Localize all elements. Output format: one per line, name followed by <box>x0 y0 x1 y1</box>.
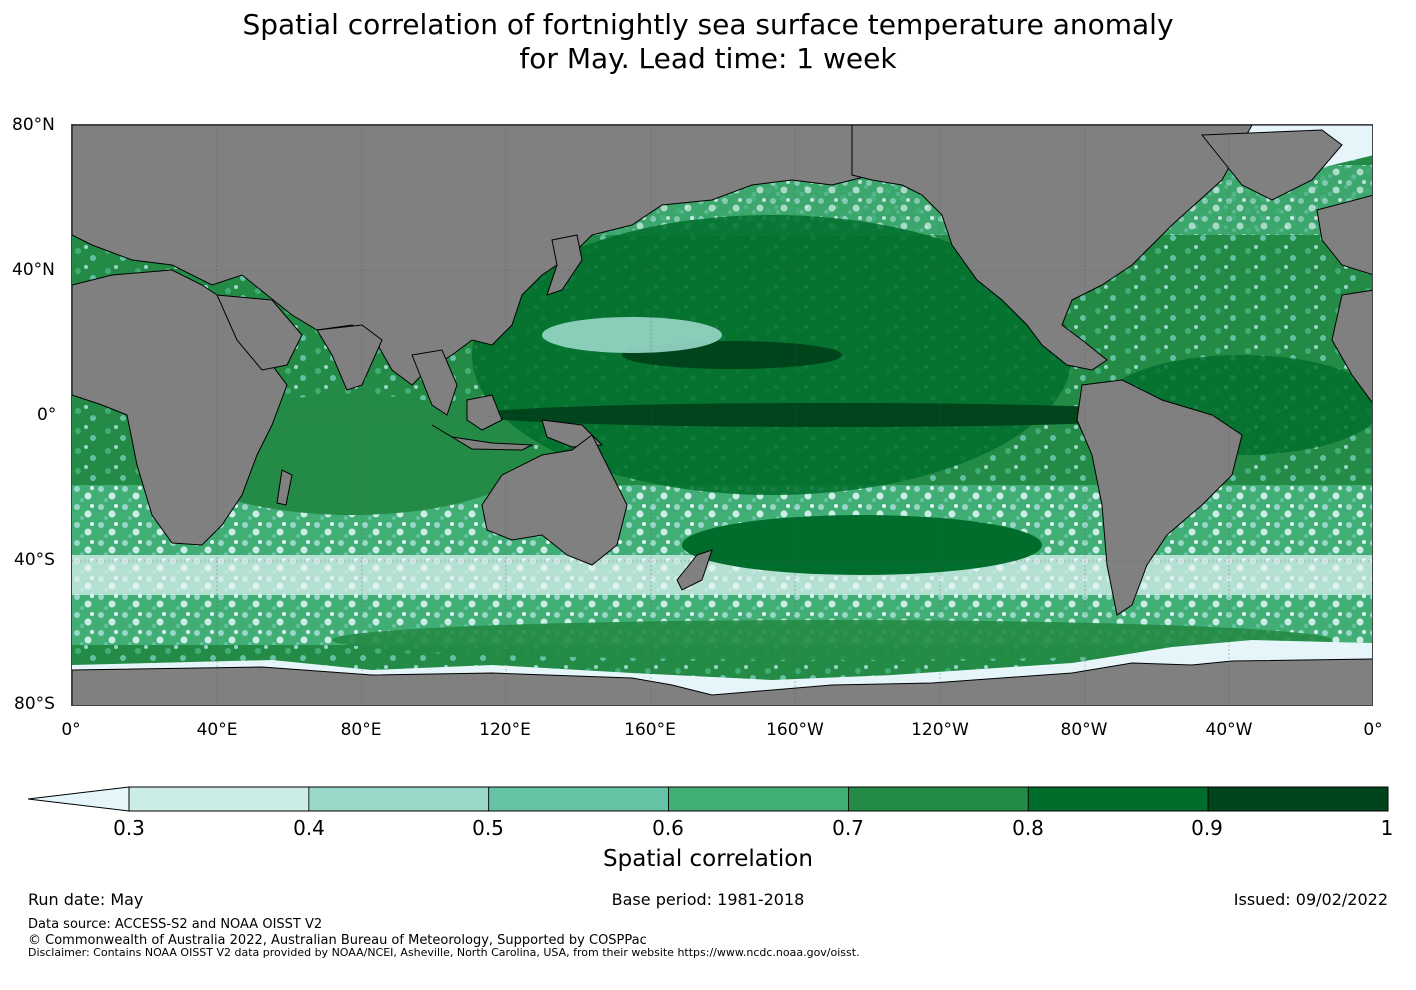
colorbar-segment-5 <box>1027 786 1209 812</box>
data-source: Data source: ACCESS-S2 and NOAA OISST V2 <box>28 917 323 932</box>
lon-label-160e: 160°E <box>624 720 676 740</box>
south-america <box>1076 379 1243 616</box>
correlation-map <box>71 124 1373 706</box>
colorbar-segment-2 <box>488 786 669 812</box>
arabia <box>216 294 303 371</box>
colorbar-label: Spatial correlation <box>603 846 813 872</box>
low-corr-streak <box>542 317 722 353</box>
run-date: Run date: May <box>28 890 144 909</box>
greenland <box>1200 129 1343 201</box>
australia <box>481 434 628 566</box>
southern-ocean-band <box>332 620 1332 660</box>
north-america <box>851 125 1372 371</box>
lon-label-40e: 40°E <box>196 720 238 740</box>
chart-title-line1: Spatial correlation of fortnightly sea s… <box>242 8 1174 41</box>
lon-label-0-left: 0° <box>61 720 81 740</box>
base-period: Base period: 1981-2018 <box>611 890 805 909</box>
continents <box>72 125 1372 616</box>
madagascar <box>276 469 293 506</box>
lat-label-0: 0° <box>37 405 57 425</box>
copyright: © Commonwealth of Australia 2022, Austra… <box>28 933 647 948</box>
map-svg <box>72 125 1372 705</box>
lon-label-120w: 120°W <box>911 720 969 740</box>
lat-label-80s: 80°S <box>14 694 55 714</box>
colorbar-tick-0.8: 0.8 <box>1012 816 1044 840</box>
chart-title-line2: for May. Lead time: 1 week <box>519 42 897 75</box>
borneo <box>466 394 503 431</box>
lon-label-80w: 80°W <box>1060 720 1108 740</box>
issued-date: Issued: 09/02/2022 <box>1233 890 1388 909</box>
lon-label-40w: 40°W <box>1205 720 1253 740</box>
colorbar-segment-1 <box>308 786 490 812</box>
colorbar-tick-0.6: 0.6 <box>652 816 684 840</box>
indonesia-islands <box>431 424 534 451</box>
colorbar-segment-6 <box>1207 786 1389 812</box>
lon-label-80e: 80°E <box>340 720 382 740</box>
indochina <box>411 349 458 416</box>
colorbar-extend-triangle <box>28 786 130 812</box>
colorbar-tick-0.5: 0.5 <box>472 816 504 840</box>
africa <box>72 269 288 546</box>
new-zealand <box>676 549 713 591</box>
lat-label-40n: 40°N <box>12 260 55 280</box>
disclaimer: Disclaimer: Contains NOAA OISST V2 data … <box>28 946 860 959</box>
gridlines <box>72 125 1372 705</box>
west-africa-edge <box>1331 289 1372 404</box>
colorbar-segment-3 <box>668 786 849 812</box>
colorbar-tick-0.4: 0.4 <box>293 816 325 840</box>
equatorial-peak-band <box>472 403 1192 427</box>
eurasia <box>72 125 1372 386</box>
colorbar-tick-0.3: 0.3 <box>113 816 145 840</box>
lat-label-40s: 40°S <box>14 550 55 570</box>
lon-label-0-right: 0° <box>1363 720 1383 740</box>
colorbar-tick-0.9: 0.9 <box>1191 816 1223 840</box>
antarctica-land <box>72 658 1372 705</box>
lon-label-120e: 120°E <box>479 720 531 740</box>
colorbar-tick-1: 1 <box>1380 816 1394 840</box>
south-pacific-high <box>682 515 1042 575</box>
colorbar-segment-0 <box>128 786 310 812</box>
japan <box>546 234 583 296</box>
colorbar-segment-4 <box>848 786 1029 812</box>
colorbar-tick-0.7: 0.7 <box>832 816 864 840</box>
lon-label-160w: 160°W <box>766 720 824 740</box>
lat-label-80n: 80°N <box>12 115 55 135</box>
colorbar-outline <box>128 786 1389 812</box>
colorbar <box>28 786 1389 812</box>
colorbar-segments <box>128 786 1389 812</box>
